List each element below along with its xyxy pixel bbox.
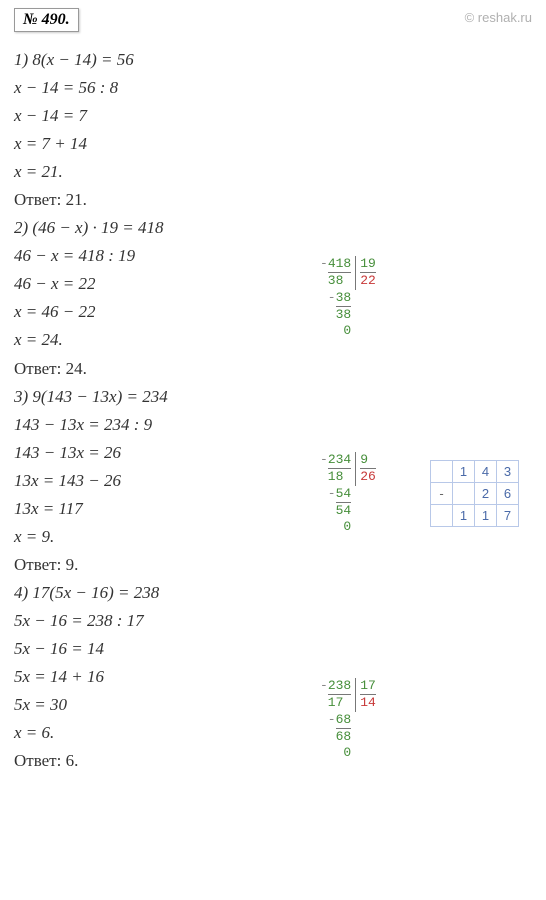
sub-b3: 6 [497, 483, 519, 505]
p3-div-r2: 0 [343, 519, 351, 534]
p4-line1: 4) 17(5x − 16) = 238 [14, 579, 532, 607]
p2-div-s1: 38 [328, 273, 344, 288]
p1-line1: 1) 8(x − 14) = 56 [14, 46, 532, 74]
problem-number: № 490. [23, 11, 70, 28]
p4-div-s2: 68 [336, 729, 352, 744]
p2-line1: 2) (46 − x) · 19 = 418 [14, 214, 532, 242]
p4-div-r1: 68 [336, 712, 352, 727]
content: 1) 8(x − 14) = 56 x − 14 = 56 : 8 x − 14… [14, 46, 532, 775]
p2-line4: x = 46 − 22 [14, 298, 532, 326]
p3-line6: x = 9. [14, 523, 532, 551]
p4-line5: 5x = 30 [14, 691, 532, 719]
sub-b2: 2 [475, 483, 497, 505]
p4-div-divisor: 17 [360, 678, 376, 693]
p4-div-quotient: 14 [360, 695, 376, 710]
p1-line2: x − 14 = 56 : 8 [14, 74, 532, 102]
p4-div-dividend: 238 [328, 678, 351, 693]
p3-div-s2: 54 [336, 503, 352, 518]
sub-r3: 7 [497, 505, 519, 527]
sub-op-result [431, 505, 453, 527]
sub-b1 [453, 483, 475, 505]
sub-a1: 1 [453, 461, 475, 483]
p3-div-divisor: 9 [360, 452, 368, 467]
sub-op-blank [431, 461, 453, 483]
p4-line6: x = 6. [14, 719, 532, 747]
division-p4: -238 17 -68 68 0 17 14 [320, 678, 376, 761]
p3-div-quotient: 26 [360, 469, 376, 484]
p2-div-dividend: 418 [328, 256, 351, 271]
p3-line2: 143 − 13x = 234 : 9 [14, 411, 532, 439]
division-p3: -234 18 -54 54 0 9 26 [320, 452, 376, 535]
p2-div-r2: 0 [343, 323, 351, 338]
watermark: © reshak.ru [465, 10, 532, 25]
problem-number-box: № 490. [14, 8, 79, 32]
p4-line4: 5x = 14 + 16 [14, 663, 532, 691]
p4-line3: 5x − 16 = 14 [14, 635, 532, 663]
p3-line1: 3) 9(143 − 13x) = 234 [14, 383, 532, 411]
subtraction-table-p3: 1 4 3 - 2 6 1 1 7 [430, 460, 519, 527]
p3-div-dividend: 234 [328, 452, 351, 467]
p1-line5: x = 21. [14, 158, 532, 186]
division-p2: -418 38 -38 38 0 19 22 [320, 256, 376, 339]
sub-r1: 1 [453, 505, 475, 527]
p4-div-s1: 17 [328, 695, 344, 710]
p1-line4: x = 7 + 14 [14, 130, 532, 158]
p2-line3: 46 − x = 22 [14, 270, 532, 298]
p4-answer: Ответ: 6. [14, 747, 532, 775]
p4-line2: 5x − 16 = 238 : 17 [14, 607, 532, 635]
p2-line2: 46 − x = 418 : 19 [14, 242, 532, 270]
sub-r2: 1 [475, 505, 497, 527]
sub-op-minus: - [431, 483, 453, 505]
p1-line3: x − 14 = 7 [14, 102, 532, 130]
p4-div-r2: 0 [343, 745, 351, 760]
p2-div-divisor: 19 [360, 256, 376, 271]
p3-div-s1: 18 [328, 469, 344, 484]
p3-div-r1: 54 [336, 486, 352, 501]
p1-answer: Ответ: 21. [14, 186, 532, 214]
p2-div-quotient: 22 [360, 273, 376, 288]
p2-answer: Ответ: 24. [14, 355, 532, 383]
sub-a2: 4 [475, 461, 497, 483]
p3-answer: Ответ: 9. [14, 551, 532, 579]
p2-div-s2: 38 [336, 307, 352, 322]
sub-a3: 3 [497, 461, 519, 483]
p2-line5: x = 24. [14, 326, 532, 354]
p2-div-r1: 38 [336, 290, 352, 305]
